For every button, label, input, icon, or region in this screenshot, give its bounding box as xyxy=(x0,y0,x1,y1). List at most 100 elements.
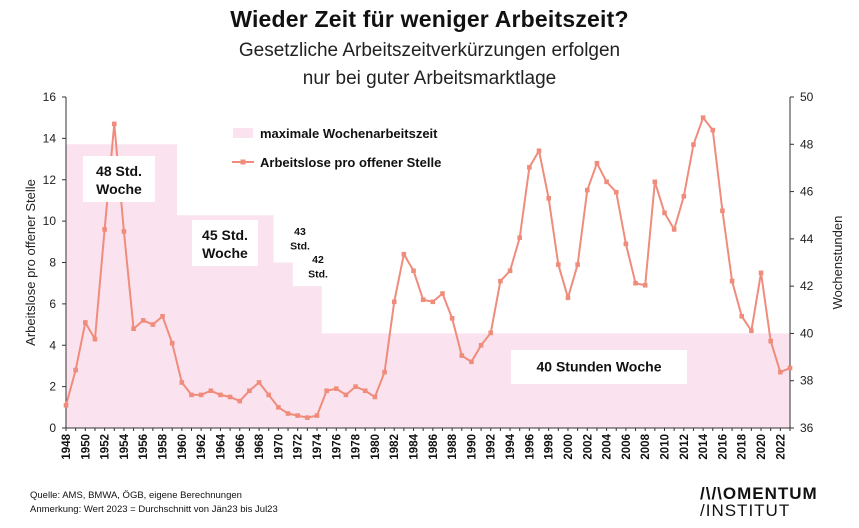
x-tick-label: 1998 xyxy=(544,433,556,459)
source-note: Quelle: AMS, BMWA, ÖGB, eigene Berechnun… xyxy=(30,490,242,501)
label-40-hours: 40 Stunden Woche xyxy=(511,350,687,384)
right-tick-label: 46 xyxy=(800,185,814,199)
label-48-hours-line-2: Woche xyxy=(96,181,142,197)
x-tick-label: 2014 xyxy=(698,433,710,459)
data-point xyxy=(517,235,523,240)
x-tick-label: 1964 xyxy=(215,433,227,459)
data-point xyxy=(285,411,291,416)
data-point xyxy=(449,316,455,321)
data-point xyxy=(256,380,262,385)
data-point xyxy=(382,369,387,375)
x-tick-label: 1990 xyxy=(466,434,478,460)
data-point xyxy=(498,278,503,284)
data-point xyxy=(131,326,136,331)
x-tick-label: 1966 xyxy=(235,434,247,460)
x-tick-label: 1958 xyxy=(158,433,170,459)
data-point xyxy=(169,340,175,346)
x-tick-label: 1996 xyxy=(524,434,536,460)
data-point xyxy=(160,313,165,319)
data-point xyxy=(83,320,88,325)
label-42-hours-line-2: Std. xyxy=(308,269,328,281)
data-point xyxy=(208,388,214,394)
data-point xyxy=(314,413,320,418)
chart-subtitle-line-1: Gesetzliche Arbeitszeitverkürzungen erfo… xyxy=(238,40,621,61)
data-point xyxy=(594,160,600,166)
data-point xyxy=(73,367,78,373)
x-tick-label: 2016 xyxy=(717,434,729,460)
label-43-hours-line-1: 43 xyxy=(294,226,306,238)
annotation-note: Anmerkung: Wert 2023 = Durchschnitt von … xyxy=(30,504,278,515)
x-tick-label: 2018 xyxy=(737,433,749,459)
left-tick-label: 14 xyxy=(43,131,57,145)
right-tick-label: 40 xyxy=(800,326,814,340)
data-point xyxy=(691,142,696,147)
data-point xyxy=(440,291,445,296)
momentum-institut-logo: /\/\OMENTUM /INSTITUT xyxy=(700,485,850,519)
x-tick-label: 1950 xyxy=(80,434,92,460)
data-point xyxy=(372,394,378,400)
data-point xyxy=(749,328,754,334)
data-point xyxy=(430,299,436,305)
data-point xyxy=(662,210,667,216)
data-point xyxy=(333,386,339,391)
left-tick-label: 16 xyxy=(43,90,57,104)
data-point xyxy=(575,262,580,267)
x-tick-label: 1994 xyxy=(505,433,517,459)
data-point xyxy=(623,241,629,247)
data-point xyxy=(305,415,310,420)
x-tick-label: 1984 xyxy=(409,433,421,459)
x-tick-label: 2020 xyxy=(756,434,768,460)
data-point xyxy=(459,353,465,358)
legend-swatch-area xyxy=(233,128,253,138)
data-point xyxy=(604,179,609,185)
data-point xyxy=(362,388,368,394)
data-point xyxy=(565,295,571,300)
data-point xyxy=(391,299,397,305)
data-point xyxy=(546,196,551,201)
x-tick-label: 1980 xyxy=(370,434,382,460)
data-point xyxy=(671,227,677,232)
data-point xyxy=(729,278,735,284)
data-point xyxy=(140,318,146,323)
data-point xyxy=(276,405,281,410)
x-tick-label: 2002 xyxy=(582,434,594,460)
left-tick-label: 2 xyxy=(49,380,56,394)
data-point xyxy=(720,208,725,214)
x-tick-label: 1962 xyxy=(196,434,208,460)
data-point xyxy=(681,194,687,199)
x-tick-label: 1948 xyxy=(61,433,73,459)
data-point xyxy=(652,179,658,185)
data-point xyxy=(295,413,300,418)
data-point xyxy=(584,187,590,193)
label-43-hours-line-2: Std. xyxy=(290,241,310,253)
label-43-hours: 43 Std. xyxy=(290,226,310,253)
data-point xyxy=(633,280,638,286)
right-tick-label: 38 xyxy=(800,374,814,388)
data-point xyxy=(478,342,484,348)
label-40-hours-line-1: 40 Stunden Woche xyxy=(537,359,662,375)
x-tick-label: 2022 xyxy=(775,434,787,460)
data-point xyxy=(613,189,619,195)
label-48-hours-box xyxy=(83,156,155,202)
data-point xyxy=(247,388,252,394)
left-tick-label: 8 xyxy=(49,256,56,270)
label-42-hours-line-1: 42 xyxy=(312,254,324,266)
x-tick-label: 1992 xyxy=(486,434,498,460)
x-tick-label: 2006 xyxy=(621,434,633,460)
data-point xyxy=(420,297,426,303)
data-point xyxy=(758,270,764,276)
chart-title: Wieder Zeit für weniger Arbeitszeit? xyxy=(230,6,629,32)
x-tick-label: 2000 xyxy=(563,434,575,460)
x-tick-label: 2008 xyxy=(640,433,652,459)
data-point xyxy=(787,365,793,371)
x-tick-label: 1956 xyxy=(138,434,150,460)
legend-label-line: Arbeitslose pro offener Stelle xyxy=(260,155,441,170)
x-tick-label: 2010 xyxy=(660,434,672,460)
x-tick-label: 1952 xyxy=(100,434,112,460)
data-point xyxy=(198,392,204,398)
chart-subtitle-line-2: nur bei guter Arbeitsmarktlage xyxy=(302,68,557,89)
data-point xyxy=(700,115,706,120)
data-point xyxy=(401,251,407,257)
data-point xyxy=(710,127,716,133)
